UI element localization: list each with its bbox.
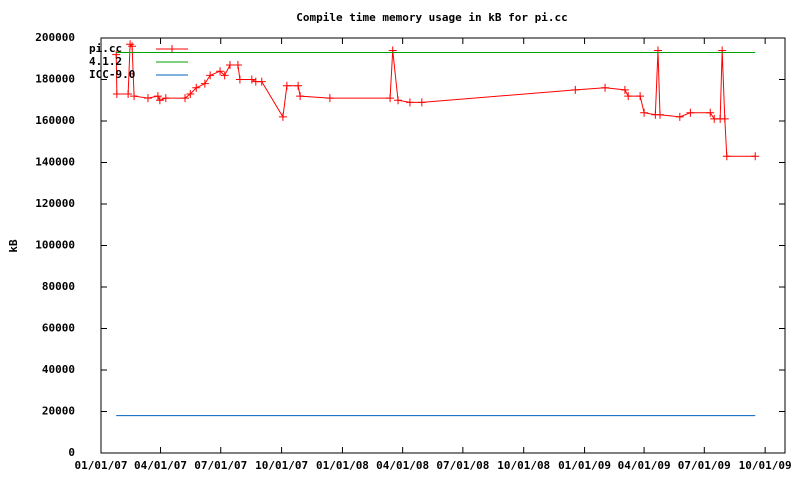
x-tick-label: 04/01/09	[618, 459, 671, 472]
y-axis-label: kB	[7, 239, 20, 253]
point-marker	[128, 42, 137, 51]
x-tick-label: 10/01/08	[497, 459, 550, 472]
point-marker	[386, 94, 395, 103]
point-marker	[655, 110, 664, 119]
x-tick-label: 07/01/08	[436, 459, 489, 472]
point-marker	[130, 92, 139, 101]
y-tick-label: 40000	[42, 363, 75, 376]
point-marker	[653, 46, 662, 55]
y-tick-label: 80000	[42, 280, 75, 293]
y-tick-label: 20000	[42, 405, 75, 418]
y-tick-label: 200000	[35, 31, 75, 44]
x-tick-label: 10/01/07	[255, 459, 308, 472]
point-marker	[126, 40, 135, 49]
point-marker	[325, 94, 334, 103]
point-marker	[233, 60, 242, 69]
legend-marker	[168, 45, 176, 53]
x-tick-label: 01/01/08	[316, 459, 369, 472]
x-tick-label: 04/01/08	[376, 459, 429, 472]
point-marker	[124, 90, 133, 99]
point-marker	[220, 71, 229, 80]
point-marker	[388, 46, 397, 55]
point-marker	[247, 75, 256, 84]
point-marker	[161, 94, 170, 103]
point-marker	[186, 90, 195, 99]
x-tick-label: 01/01/09	[558, 459, 611, 472]
y-tick-label: 0	[68, 446, 75, 459]
point-marker	[143, 94, 152, 103]
point-marker	[394, 96, 403, 105]
point-marker	[417, 98, 426, 107]
point-marker	[294, 81, 303, 90]
point-marker	[155, 96, 164, 105]
point-marker	[200, 79, 209, 88]
point-marker	[296, 92, 305, 101]
point-marker	[278, 112, 287, 121]
chart-title: Compile time memory usage in kB for pi.c…	[296, 11, 568, 24]
point-marker	[675, 112, 684, 121]
x-tick-label: 07/01/09	[678, 459, 731, 472]
point-marker	[257, 77, 266, 86]
point-marker	[601, 83, 610, 92]
y-tick-label: 160000	[35, 114, 75, 127]
x-tick-label: 07/01/07	[194, 459, 247, 472]
point-marker	[235, 75, 244, 84]
point-marker	[216, 67, 225, 76]
point-marker	[181, 94, 190, 103]
point-marker	[206, 71, 215, 80]
legend-label: pi.cc	[89, 42, 122, 55]
x-tick-label: 01/01/07	[75, 459, 128, 472]
y-tick-label: 100000	[35, 239, 75, 252]
point-marker	[192, 83, 201, 92]
x-tick-label: 10/01/09	[739, 459, 792, 472]
point-marker	[640, 108, 649, 117]
point-marker	[405, 98, 414, 107]
point-marker	[153, 92, 162, 101]
y-tick-label: 140000	[35, 156, 75, 169]
point-marker	[571, 85, 580, 94]
point-marker	[718, 46, 727, 55]
x-tick-label: 04/01/07	[134, 459, 187, 472]
point-marker	[620, 85, 629, 94]
point-marker	[282, 81, 291, 90]
point-marker	[225, 60, 234, 69]
y-tick-label: 60000	[42, 322, 75, 335]
point-marker	[636, 92, 645, 101]
point-marker	[624, 92, 633, 101]
point-marker	[706, 108, 715, 117]
y-tick-label: 120000	[35, 197, 75, 210]
point-marker	[686, 108, 695, 117]
point-marker	[112, 50, 121, 59]
legend-label: 4.1.2	[89, 55, 122, 68]
point-marker	[112, 90, 121, 99]
y-tick-label: 180000	[35, 73, 75, 86]
point-marker	[751, 152, 760, 161]
legend-label: ICC-9.0	[89, 68, 135, 81]
point-marker	[720, 114, 729, 123]
point-marker	[722, 152, 731, 161]
